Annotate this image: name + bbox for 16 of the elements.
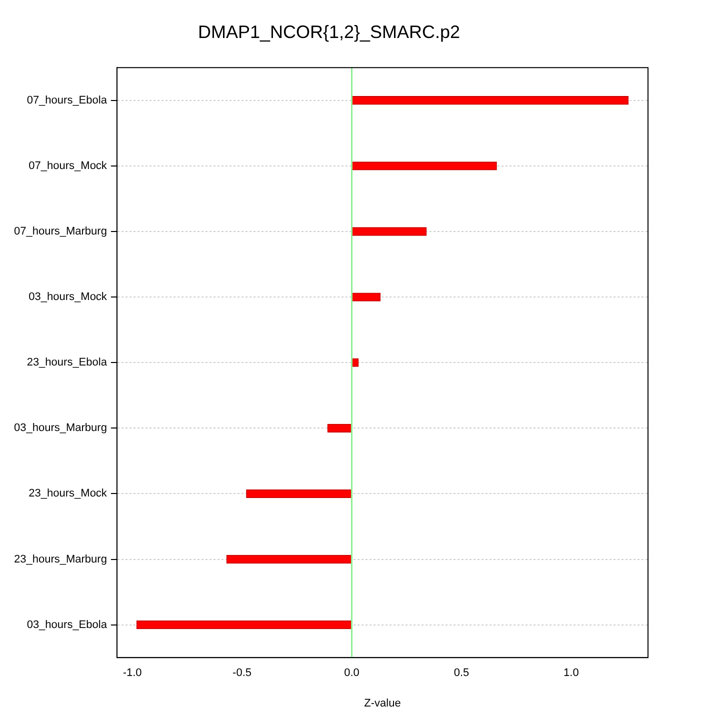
y-tick-label: 03_hours_Marburg [14, 422, 107, 434]
x-tick-label: 1.0 [564, 667, 579, 680]
y-tick-label: 03_hours_Mock [28, 291, 108, 304]
y-tick-label: 07_hours_Ebola [26, 94, 108, 106]
y-tick-label: 07_hours_Marburg [14, 226, 107, 238]
x-tick-label: 0.0 [344, 667, 360, 680]
x-axis-title: Z-value [364, 697, 401, 710]
y-tick-label: 23_hours_Mock [28, 488, 108, 500]
x-tick-label: 0.5 [454, 667, 470, 680]
y-tick-label: 03_hours_Ebola [26, 618, 108, 631]
y-tick-label: 07_hours_Mock [28, 160, 108, 172]
x-tick-label: -0.5 [232, 667, 252, 680]
y-tick-label: 23_hours_Marburg [14, 553, 107, 566]
chart-title: DMAP1_NCOR{1,2}_SMARC.p2 [198, 22, 460, 42]
y-tick-label: 23_hours_Ebola [26, 356, 108, 369]
x-tick-label: -1.0 [122, 667, 142, 680]
